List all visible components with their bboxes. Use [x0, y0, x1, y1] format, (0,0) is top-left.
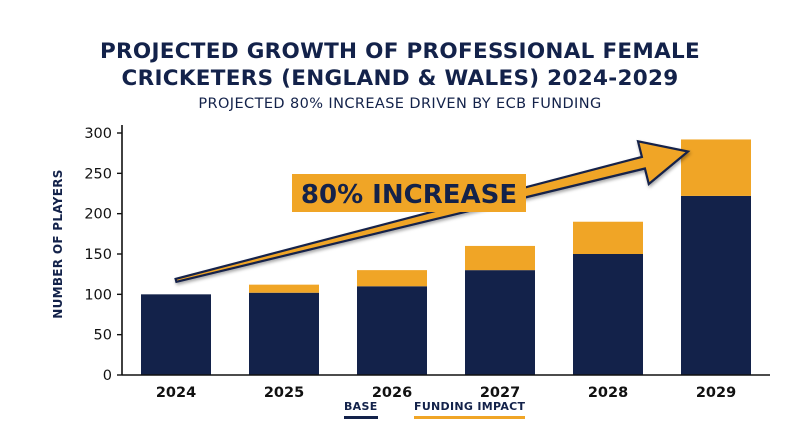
- bar-base-2025: [249, 292, 319, 375]
- bars-layer: [141, 139, 751, 375]
- annotation-box: [292, 174, 526, 212]
- y-tick-label-200: 200: [84, 207, 112, 223]
- bar-base-2026: [357, 286, 427, 375]
- bar-funding-2025: [249, 284, 319, 293]
- y-axis-label: NUMBER OF PLAYERS: [51, 169, 65, 319]
- y-tick-label-0: 0: [103, 368, 112, 384]
- legend: BASE FUNDING IMPACT: [0, 400, 800, 430]
- bar-funding-2029: [681, 139, 751, 196]
- chart-subtitle: PROJECTED 80% INCREASE DRIVEN BY ECB FUN…: [198, 96, 602, 112]
- bar-base-2024: [141, 294, 211, 375]
- annotation-layer: 80% INCREASE: [174, 139, 691, 284]
- chart-title-line-2: CRICKETERS (ENGLAND & WALES) 2024-2029: [121, 66, 679, 91]
- bar-funding-2028: [573, 221, 643, 254]
- bar-base-2027: [465, 270, 535, 375]
- x-tick-label-2029: 2029: [696, 385, 736, 401]
- x-tick-label-2028: 2028: [588, 385, 628, 401]
- bar-base-2029: [681, 195, 751, 375]
- x-tick-label-2024: 2024: [156, 385, 196, 401]
- axes-layer: 2024 2025 2026 2027 2028 2029 0 50 100 150 200 250 3…: [51, 125, 770, 401]
- growth-arrow: [174, 139, 691, 284]
- x-tick-label-2025: 2025: [264, 385, 304, 401]
- chart-title-line-1: PROJECTED GROWTH OF PROFESSIONAL FEMALE: [99, 39, 701, 64]
- y-tick-label-100: 100: [84, 287, 112, 303]
- annotation-label: 80% INCREASE: [301, 180, 517, 210]
- x-tick-label-2026: 2026: [372, 385, 412, 401]
- y-tick-label-250: 250: [84, 166, 112, 182]
- x-tick-label-2027: 2027: [480, 385, 520, 401]
- bar-funding-2027: [465, 245, 535, 271]
- bar-funding-2026: [357, 270, 427, 287]
- legend-item-funding-impact: FUNDING IMPACT: [414, 400, 526, 419]
- y-tick-label-150: 150: [84, 247, 112, 263]
- chart-title: PROJECTED GROWTH OF PROFESSIONAL FEMALE …: [0, 38, 800, 92]
- legend-item-base: BASE: [344, 400, 378, 419]
- y-tick-label-50: 50: [94, 328, 112, 344]
- y-tick-label-300: 300: [84, 126, 112, 142]
- bar-base-2028: [573, 254, 643, 375]
